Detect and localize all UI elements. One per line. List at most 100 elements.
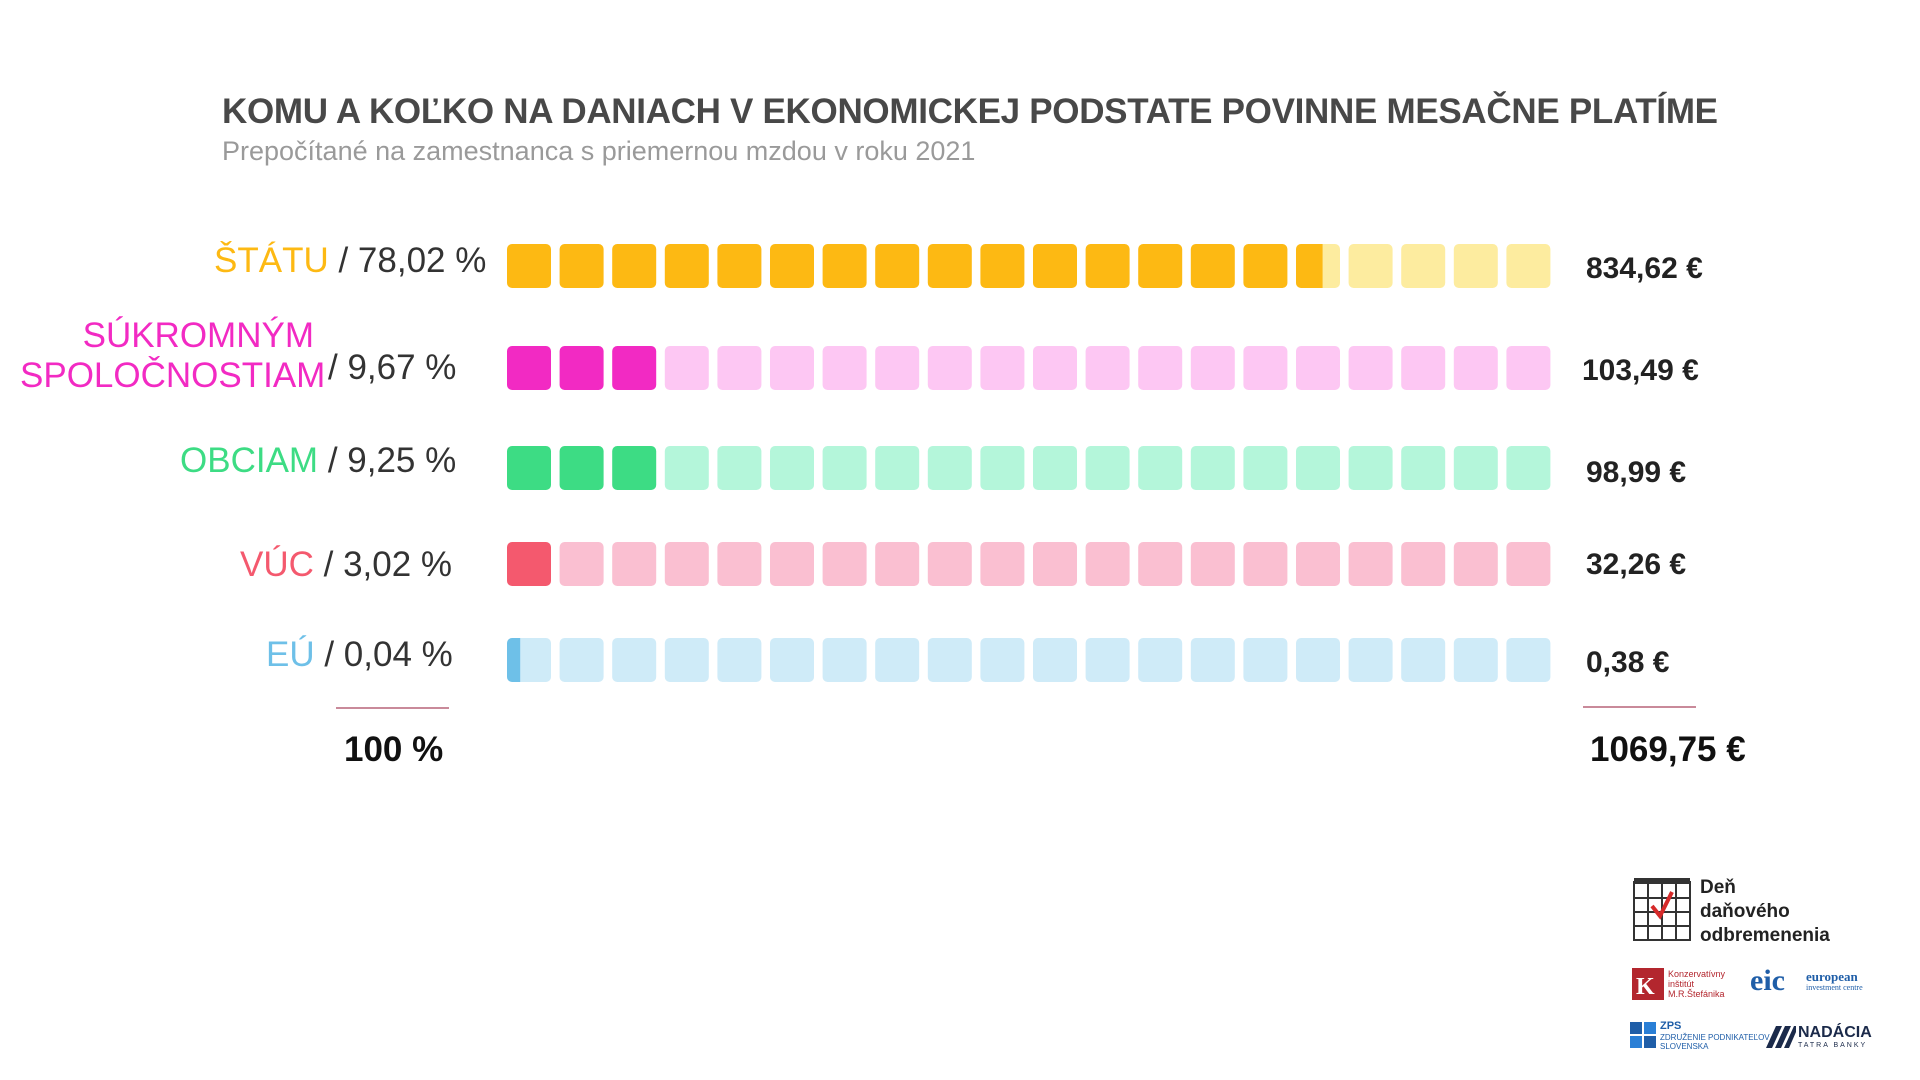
- waffle-square: [1190, 446, 1235, 490]
- calendar-icon: [1633, 878, 1691, 941]
- waffle-square: [612, 542, 657, 586]
- svg-text:K: K: [1636, 974, 1655, 1000]
- waffle-square: [822, 244, 867, 288]
- nadacia-logo-text: NADÁCIA TATRA BANKY: [1798, 1024, 1872, 1049]
- eic-logo-text: european investment centre: [1806, 969, 1863, 993]
- waffle-square: [559, 244, 604, 288]
- row-label-obciam: OBCIAM / 9,25 %: [180, 441, 457, 481]
- waffle-square-partial: [507, 638, 521, 682]
- waffle-square: [1401, 244, 1446, 288]
- zps-text-1: ZPS: [1660, 1020, 1682, 1032]
- row-pct-eu: / 0,04 %: [324, 635, 453, 674]
- waffle-square: [1453, 542, 1498, 586]
- waffle-square: [822, 638, 867, 682]
- waffle-square: [1243, 244, 1288, 288]
- waffle-square: [1453, 346, 1498, 390]
- waffle-square: [664, 446, 709, 490]
- amount-obciam: 98,99 €: [1586, 456, 1687, 489]
- waffle-square: [1190, 542, 1235, 586]
- waffle-square: [770, 346, 814, 390]
- waffle-square: [1138, 638, 1183, 682]
- waffle-square: [717, 638, 762, 682]
- waffle-square: [1296, 446, 1340, 490]
- waffle-square: [770, 446, 814, 490]
- waffle-square: [927, 446, 972, 490]
- waffle-square: [664, 542, 709, 586]
- zps-text-2: ZDRUŽENIE PODNIKATEĽOV: [1660, 1032, 1770, 1042]
- waffle-square: [770, 638, 814, 682]
- waffle-square: [927, 638, 972, 682]
- row-pct-obciam: / 9,25 %: [327, 441, 457, 480]
- waffle-square: [1190, 244, 1235, 288]
- waffle-square: [717, 346, 762, 390]
- waffle-square: [980, 446, 1025, 490]
- chart-subtitle: Prepočítané na zamestnanca s priemernou …: [222, 136, 976, 166]
- logos-area: Deň daňového odbremenenia K Konzervatívn…: [1630, 872, 1900, 1062]
- row-name-sukromnym-2: SPOLOČNOSTIAM: [20, 356, 326, 396]
- eic-text-2: investment centre: [1806, 983, 1863, 993]
- nadacia-sub-text: TATRA BANKY: [1798, 1041, 1868, 1049]
- row-name-eu: EÚ: [266, 635, 315, 674]
- waffle-square: [1506, 346, 1551, 390]
- divider-left: [336, 707, 449, 709]
- waffle-square: [507, 542, 551, 586]
- waffle-square: [1138, 542, 1183, 586]
- waffle-square: [1138, 244, 1183, 288]
- waffle-square: [1033, 446, 1077, 490]
- row-label-vuc: VÚC / 3,02 %: [240, 545, 453, 585]
- total-amount: 1069,75 €: [1590, 730, 1746, 769]
- waffle-square-partial: [1296, 244, 1323, 288]
- waffle-square: [1296, 346, 1340, 390]
- waffle-square: [1348, 244, 1393, 288]
- waffle-square: [980, 346, 1025, 390]
- waffle-square: [927, 244, 972, 288]
- waffle-square: [1401, 346, 1446, 390]
- waffle-square: [980, 638, 1025, 682]
- calendar-text-2: daňového: [1700, 900, 1790, 922]
- waffle-square: [1085, 542, 1130, 586]
- calendar-text-1: Deň: [1700, 877, 1736, 898]
- divider-right: [1583, 706, 1696, 708]
- nadacia-logo-icon: [1766, 1026, 1796, 1048]
- waffle-square: [1348, 346, 1393, 390]
- waffle-square: [927, 542, 972, 586]
- amount-vuc: 32,26 €: [1586, 548, 1687, 581]
- waffle-square: [875, 638, 920, 682]
- waffle-square: [1401, 542, 1446, 586]
- waffle-square: [1033, 638, 1077, 682]
- row-name-sukromnym-1: SÚKROMNÝM: [82, 316, 314, 355]
- row-pct-statu: / 78,02 %: [338, 241, 487, 280]
- row-label-statu: ŠTÁTU / 78,02 %: [214, 241, 487, 281]
- waffle-square: [822, 542, 867, 586]
- waffle-square: [717, 244, 762, 288]
- waffle-square: [1296, 244, 1340, 288]
- waffle-square: [1243, 446, 1288, 490]
- waffle-square: [507, 346, 551, 390]
- waffle-square: [1453, 638, 1498, 682]
- row-pct-vuc: / 3,02 %: [323, 545, 453, 584]
- waffle-square: [1296, 542, 1340, 586]
- waffle-square: [1506, 446, 1551, 490]
- waffle-square: [1243, 542, 1288, 586]
- waffle-square: [1085, 446, 1130, 490]
- waffle-square: [980, 542, 1025, 586]
- waffle-square: [770, 244, 814, 288]
- eic-text-1: european: [1806, 969, 1858, 984]
- waffle-square: [559, 638, 604, 682]
- waffle-square: [664, 244, 709, 288]
- waffle-square: [822, 446, 867, 490]
- waffle-square: [1138, 446, 1183, 490]
- konz-text-2: inštitút: [1668, 978, 1695, 989]
- waffle-square: [559, 346, 604, 390]
- row-label-sukromnym: SÚKROMNÝM SPOLOČNOSTIAM: [20, 316, 326, 397]
- waffle-square: [1506, 244, 1551, 288]
- waffle-square: [875, 446, 920, 490]
- zps-text-3: SLOVENSKA: [1660, 1041, 1709, 1051]
- row-name-statu: ŠTÁTU: [214, 241, 329, 280]
- amount-statu: 834,62 €: [1586, 252, 1703, 285]
- konz-text-1: Konzervatívny: [1668, 969, 1726, 979]
- waffle-square: [1190, 346, 1235, 390]
- waffle-square: [507, 244, 551, 288]
- chart-title: KOMU A KOĽKO NA DANIACH V EKONOMICKEJ PO…: [222, 92, 1718, 131]
- konz-text-3: M.R.Štefánika: [1668, 988, 1725, 999]
